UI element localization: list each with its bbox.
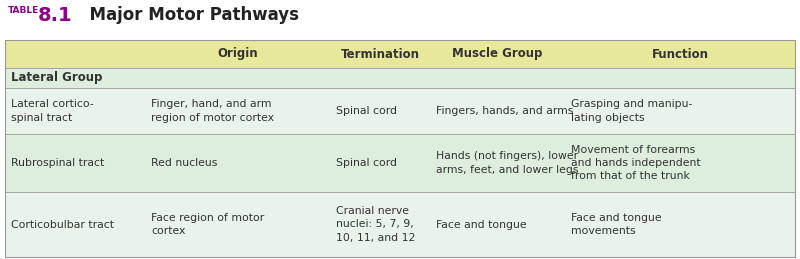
Bar bbox=[5, 68, 795, 88]
Bar bbox=[5, 192, 795, 257]
Text: TABLE: TABLE bbox=[8, 6, 39, 15]
Text: Rubrospinal tract: Rubrospinal tract bbox=[11, 158, 104, 168]
Text: Major Motor Pathways: Major Motor Pathways bbox=[78, 6, 299, 24]
Text: Muscle Group: Muscle Group bbox=[452, 47, 542, 61]
Text: Face and tongue
movements: Face and tongue movements bbox=[571, 213, 662, 236]
Text: Hands (not fingers), lower
arms, feet, and lower legs: Hands (not fingers), lower arms, feet, a… bbox=[436, 152, 578, 175]
Bar bbox=[5, 40, 795, 68]
Text: Finger, hand, and arm
region of motor cortex: Finger, hand, and arm region of motor co… bbox=[151, 99, 274, 123]
Text: Function: Function bbox=[651, 47, 709, 61]
Text: Termination: Termination bbox=[341, 47, 419, 61]
Bar bbox=[5, 88, 795, 134]
Text: Spinal cord: Spinal cord bbox=[336, 158, 397, 168]
Text: Cranial nerve
nuclei: 5, 7, 9,
10, 11, and 12: Cranial nerve nuclei: 5, 7, 9, 10, 11, a… bbox=[336, 206, 415, 243]
Text: Fingers, hands, and arms: Fingers, hands, and arms bbox=[436, 106, 574, 116]
Text: Movement of forearms
and hands independent
from that of the trunk: Movement of forearms and hands independe… bbox=[571, 145, 701, 181]
Text: Face region of motor
cortex: Face region of motor cortex bbox=[151, 213, 264, 236]
Text: Red nucleus: Red nucleus bbox=[151, 158, 218, 168]
Bar bbox=[5, 40, 795, 257]
Text: Lateral cortico-
spinal tract: Lateral cortico- spinal tract bbox=[11, 99, 94, 123]
Text: Face and tongue: Face and tongue bbox=[436, 219, 526, 229]
Text: Grasping and manipu-
lating objects: Grasping and manipu- lating objects bbox=[571, 99, 692, 123]
Text: Lateral Group: Lateral Group bbox=[11, 71, 102, 84]
Text: Origin: Origin bbox=[217, 47, 258, 61]
Text: 8.1: 8.1 bbox=[38, 6, 73, 25]
Text: Corticobulbar tract: Corticobulbar tract bbox=[11, 219, 114, 229]
Text: Spinal cord: Spinal cord bbox=[336, 106, 397, 116]
Bar bbox=[5, 134, 795, 192]
